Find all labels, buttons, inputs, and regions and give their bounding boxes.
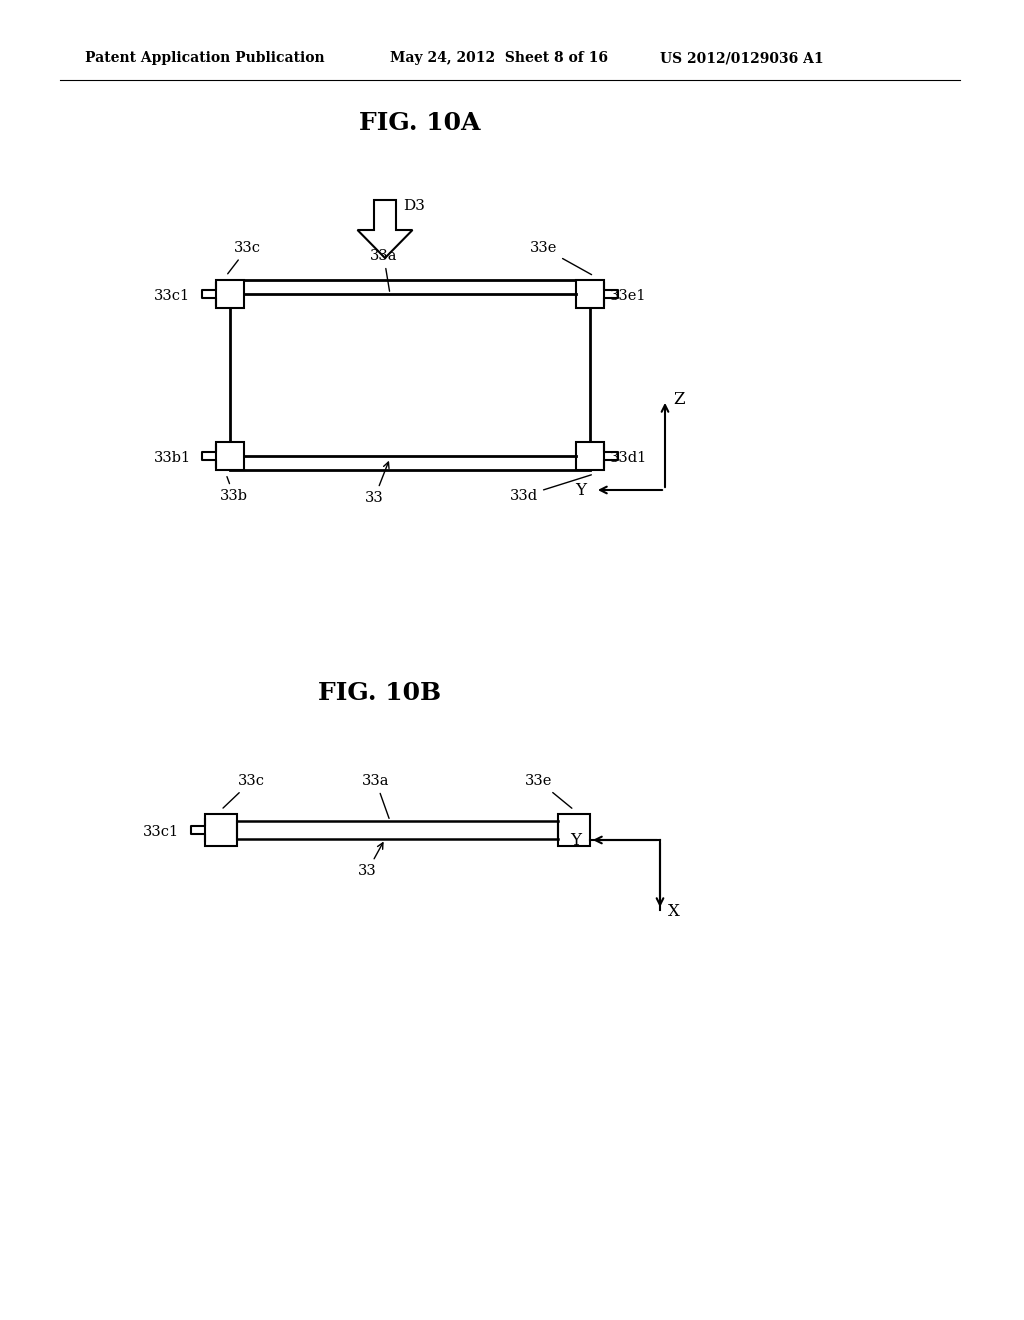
Text: FIG. 10A: FIG. 10A bbox=[359, 111, 480, 135]
Text: Y: Y bbox=[575, 482, 586, 499]
Bar bbox=[575, 442, 604, 470]
Text: Y: Y bbox=[570, 832, 581, 849]
Text: 33: 33 bbox=[358, 842, 383, 878]
Text: 33e1: 33e1 bbox=[610, 289, 646, 304]
Text: 33c1: 33c1 bbox=[143, 825, 179, 840]
Text: Z: Z bbox=[673, 391, 684, 408]
Text: Patent Application Publication: Patent Application Publication bbox=[85, 51, 325, 65]
Bar bbox=[558, 814, 590, 846]
Text: 33b1: 33b1 bbox=[154, 451, 191, 465]
Text: May 24, 2012  Sheet 8 of 16: May 24, 2012 Sheet 8 of 16 bbox=[390, 51, 608, 65]
Text: 33c: 33c bbox=[223, 774, 265, 808]
Bar bbox=[230, 280, 590, 470]
Text: 33a: 33a bbox=[370, 249, 397, 292]
Text: 33d1: 33d1 bbox=[610, 451, 647, 465]
Text: 33e: 33e bbox=[525, 774, 571, 808]
Text: FIG. 10B: FIG. 10B bbox=[318, 681, 441, 705]
Text: US 2012/0129036 A1: US 2012/0129036 A1 bbox=[660, 51, 823, 65]
Text: 33b: 33b bbox=[220, 477, 248, 503]
FancyArrow shape bbox=[357, 201, 413, 257]
Bar bbox=[575, 280, 604, 308]
Text: D3: D3 bbox=[403, 199, 425, 213]
Text: 33c: 33c bbox=[227, 242, 261, 273]
Bar bbox=[205, 814, 237, 846]
Text: 33c1: 33c1 bbox=[154, 289, 190, 304]
Bar bbox=[216, 442, 244, 470]
Text: 33: 33 bbox=[365, 462, 389, 506]
Text: 33d: 33d bbox=[510, 475, 591, 503]
Bar bbox=[216, 280, 244, 308]
Text: X: X bbox=[668, 903, 680, 920]
Text: 33e: 33e bbox=[530, 242, 592, 275]
Text: 33a: 33a bbox=[362, 774, 389, 818]
